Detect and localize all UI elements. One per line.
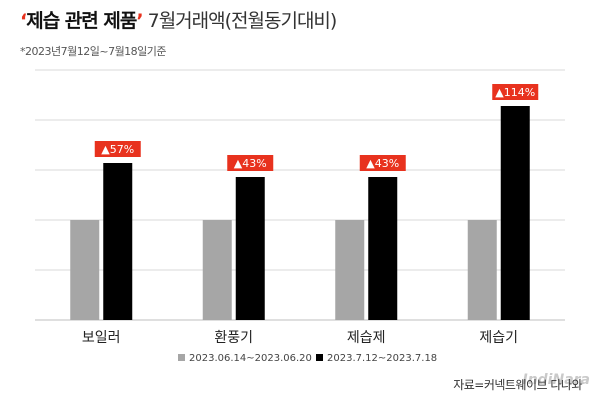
legend-label: 2023.06.14~2023.06.20 (189, 353, 312, 364)
category-label: 제습기 (479, 330, 518, 346)
chart-title: ‘제습 관련 제품’ 7월거래액(전월동기대비) (20, 6, 338, 33)
source-note: 자료=커넥트웨이브 다나와 (453, 378, 582, 392)
bar-prev (70, 220, 100, 320)
change-label: ▲114% (495, 86, 535, 99)
title-highlight: 제습 관련 제품 (26, 10, 137, 32)
legend-swatch (178, 354, 185, 361)
title-rest: 7월거래액(전월동기대비) (142, 10, 338, 32)
bar-prev (467, 220, 497, 320)
legend-swatch (316, 354, 323, 361)
bar-prev (335, 220, 365, 320)
title-quote-open: ‘ (20, 10, 27, 32)
bar-curr (368, 177, 398, 320)
change-badge (359, 155, 406, 171)
bar-curr (103, 163, 133, 320)
change-label: ▲57% (101, 143, 134, 156)
chart-subtitle: *2023년7월12일~7월18일기준 (20, 45, 167, 58)
category-label: 보일러 (82, 330, 121, 346)
category-label: 제습제 (347, 330, 386, 346)
change-badge (227, 155, 274, 171)
bar-prev (202, 220, 232, 320)
change-label: ▲43% (366, 157, 399, 170)
category-label: 환풍기 (214, 330, 253, 346)
title-quote-close: ’ (136, 10, 143, 32)
legend-label: 2023.7.12~2023.7.18 (327, 353, 437, 364)
change-label: ▲43% (234, 157, 267, 170)
watermark: IndiNara (522, 372, 590, 388)
bar-curr (235, 177, 265, 320)
change-badge (492, 84, 539, 100)
bar-curr (500, 106, 530, 320)
change-badge (94, 141, 141, 157)
